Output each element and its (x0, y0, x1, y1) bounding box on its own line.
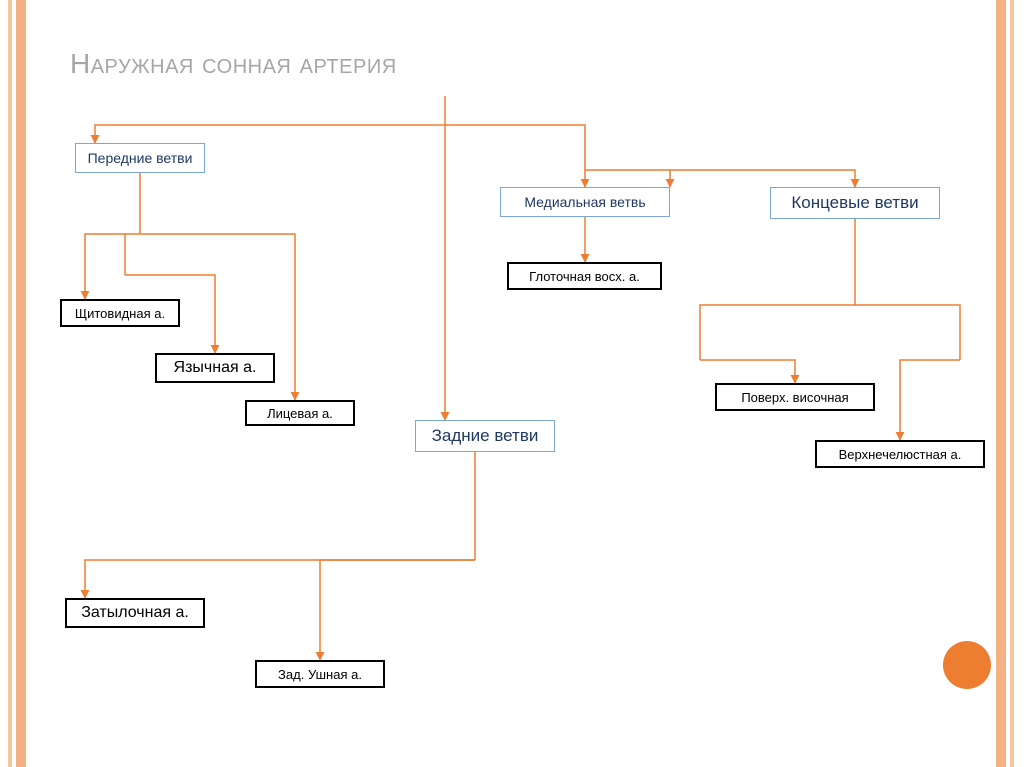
edge-1 (95, 125, 445, 143)
node-facial: Лицевая а. (245, 400, 355, 426)
edge-12 (85, 234, 140, 299)
node-auricular: Зад. Ушная а. (255, 660, 385, 688)
edge-4 (670, 170, 855, 187)
right-bar-thin (1010, 0, 1014, 767)
edge-8 (700, 360, 795, 383)
edge-9 (855, 305, 960, 360)
edge-2 (445, 125, 585, 187)
node-thyroid: Щитовидная а. (60, 299, 180, 327)
node-temporal: Поверх. височная (715, 383, 875, 411)
edge-18 (85, 560, 475, 598)
node-posterior: Задние ветви (415, 420, 555, 452)
node-medial: Медиальная ветвь (500, 187, 670, 217)
node-lingual: Язычная а. (155, 353, 275, 383)
page-title: Наружная сонная артерия (70, 48, 397, 80)
corner-circle-icon (943, 641, 991, 689)
left-bar-thick (16, 0, 26, 767)
edge-10 (900, 360, 960, 440)
right-bar-thick (996, 0, 1006, 767)
node-terminal: Концевые ветви (770, 187, 940, 219)
node-occipital: Затылочная а. (65, 598, 205, 628)
edge-7 (700, 305, 855, 360)
edge-19 (320, 560, 475, 660)
node-pharyngeal: Глоточная восх. а. (507, 262, 662, 290)
left-bar-thin (8, 0, 12, 767)
node-front: Передние ветви (75, 143, 205, 173)
node-maxillary: Верхнечелюстная а. (815, 440, 985, 468)
edge-3 (585, 170, 670, 187)
